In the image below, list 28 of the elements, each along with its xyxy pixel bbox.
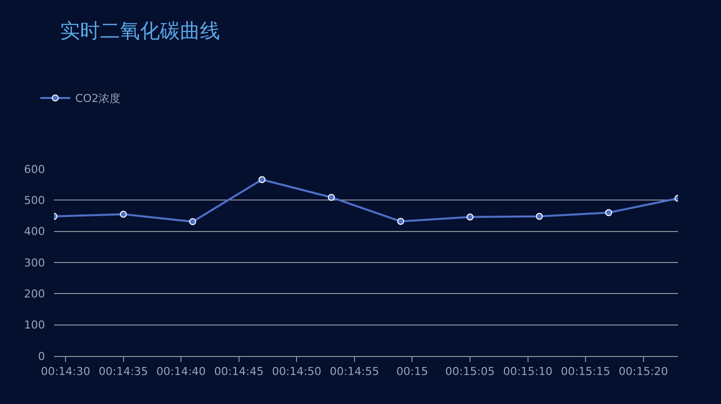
x-tick-label: 00:15:15	[560, 365, 610, 378]
x-tick-label: 00:14:40	[156, 365, 206, 378]
point	[328, 194, 335, 201]
x-tick-label: 00:15:20	[618, 365, 668, 378]
point	[397, 218, 404, 225]
point	[466, 214, 474, 220]
chart-title: 实时二氧化碳曲线	[60, 18, 220, 42]
x-tick-label: 00:14:35	[98, 365, 148, 378]
y-tick-label: 300	[24, 256, 45, 270]
legend-label: CO2浓度	[75, 92, 121, 106]
point	[605, 209, 612, 216]
point	[536, 212, 543, 220]
point	[258, 176, 266, 184]
y-tick-label: 600	[24, 162, 45, 176]
x-tick-label: 00:14:30	[40, 365, 90, 378]
point	[120, 210, 127, 218]
y-tick-label: 200	[24, 288, 45, 301]
y-tick-label: 0	[38, 350, 45, 363]
x-tick-label: 00:14:50	[272, 365, 322, 378]
y-tick-label: 500	[24, 194, 45, 208]
x-tick-label: 00:15:05	[445, 365, 495, 378]
x-tick-label: 00:14:55	[330, 365, 380, 378]
x-tick-label: 00:15	[396, 365, 428, 378]
x-tick-label: 00:15:10	[503, 365, 552, 378]
point	[189, 218, 196, 226]
x-tick-label: 00:14:45	[214, 365, 264, 378]
y-tick-label: 400	[24, 225, 45, 238]
y-tick-label: 100	[24, 318, 45, 332]
